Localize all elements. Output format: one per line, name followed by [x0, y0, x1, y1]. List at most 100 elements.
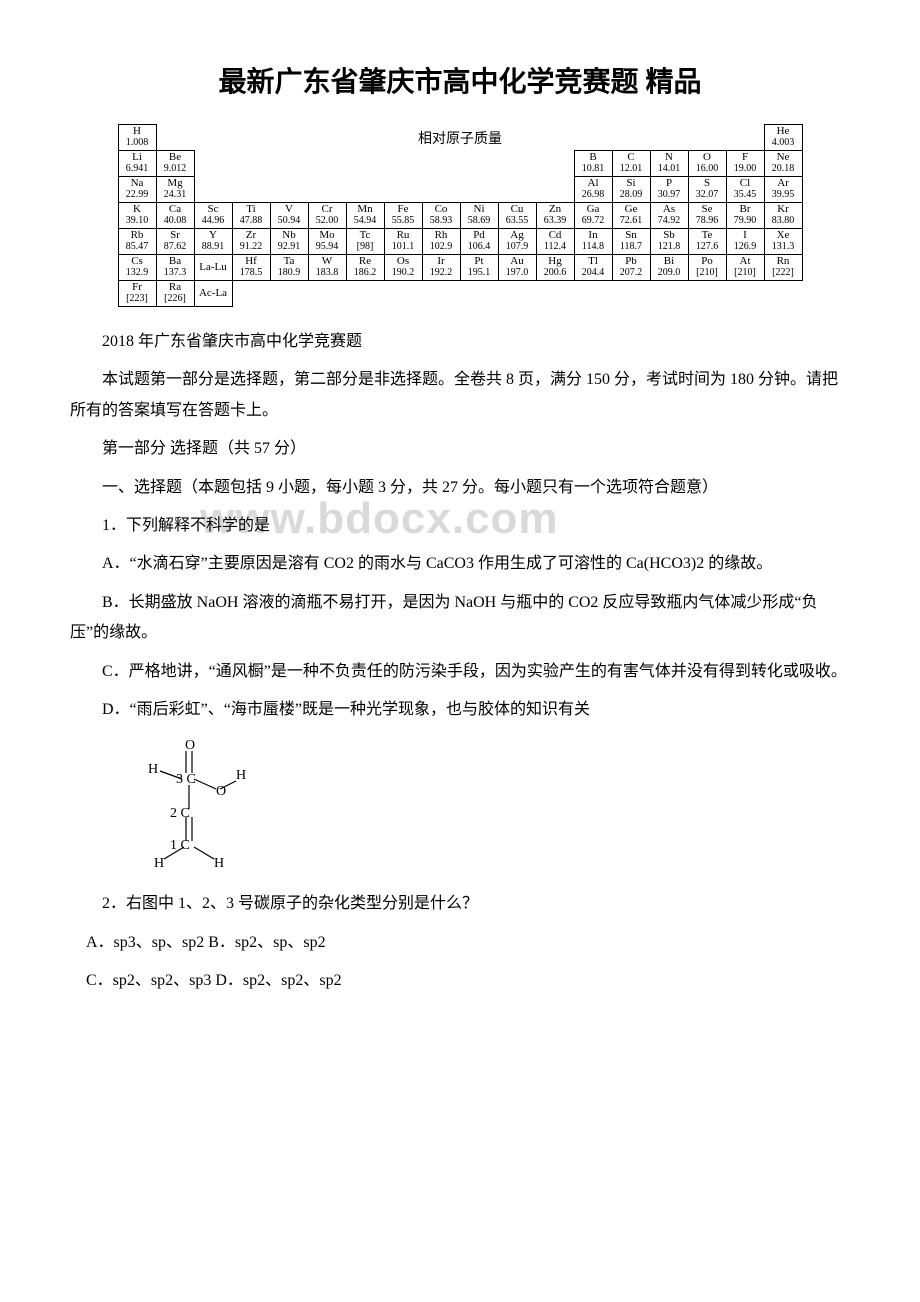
element-cell: Ti47.88 [232, 203, 270, 229]
element-cell: Pt195.1 [460, 255, 498, 281]
element-cell: In114.8 [574, 229, 612, 255]
element-cell: Ba137.3 [156, 255, 194, 281]
element-cell: Os190.2 [384, 255, 422, 281]
element-cell: Zr91.22 [232, 229, 270, 255]
element-cell: Li6.941 [118, 151, 156, 177]
periodic-table-wrap: 相对原子质量 H1.008 He4.003 Li6.941Be9.012 B10.81… [70, 124, 850, 307]
q1-option-d: D．“雨后彩虹”、“海市蜃楼”既是一种光学现象，也与胶体的知识有关 [70, 695, 850, 725]
q1-option-a: A．“水滴石穿”主要原因是溶有 CO2 的雨水与 CaCO3 作用生成了可溶性的… [70, 549, 850, 579]
element-cell: Te127.6 [688, 229, 726, 255]
element-cell: Fr[223] [118, 281, 156, 307]
element-cell: He4.003 [764, 125, 802, 151]
element-cell: Ag107.9 [498, 229, 536, 255]
element-cell: Hf178.5 [232, 255, 270, 281]
element-cell: Au197.0 [498, 255, 536, 281]
element-cell: Tc[98] [346, 229, 384, 255]
element-cell: Mn54.94 [346, 203, 384, 229]
element-cell: Sn118.7 [612, 229, 650, 255]
element-cell: Cu63.55 [498, 203, 536, 229]
element-cell: Ni58.69 [460, 203, 498, 229]
element-cell: Ne20.18 [764, 151, 802, 177]
element-cell: Pb207.2 [612, 255, 650, 281]
q1-stem: 1．下列解释不科学的是 [70, 511, 850, 541]
element-cell: S32.07 [688, 177, 726, 203]
element-cell: Po[210] [688, 255, 726, 281]
element-cell: Ac-La [194, 281, 232, 307]
element-cell: Pd106.4 [460, 229, 498, 255]
element-cell: Ca40.08 [156, 203, 194, 229]
element-cell: F19.00 [726, 151, 764, 177]
element-cell: H1.008 [118, 125, 156, 151]
element-cell: Ra[226] [156, 281, 194, 307]
mol-H-1: H [148, 762, 158, 777]
mol-O-right: O [216, 784, 226, 799]
element-cell: Sb121.8 [650, 229, 688, 255]
q2-options-ab: A．sp3、sp、sp2 B．sp2、sp、sp2 [70, 928, 850, 958]
q1-option-b: B．长期盛放 NaOH 溶液的滴瓶不易打开，是因为 NaOH 与瓶中的 CO2 … [70, 588, 850, 649]
element-cell: La-Lu [194, 255, 232, 281]
periodic-table: H1.008He4.003Li6.941Be9.012B10.81C12.01N… [118, 124, 803, 307]
mol-C1: 1 C [170, 838, 190, 853]
element-cell: Cr52.00 [308, 203, 346, 229]
element-cell: Na22.99 [118, 177, 156, 203]
element-cell: Tl204.4 [574, 255, 612, 281]
element-cell: Ru101.1 [384, 229, 422, 255]
element-cell: Sr87.62 [156, 229, 194, 255]
element-cell: Se78.96 [688, 203, 726, 229]
mol-O-top: O [185, 738, 195, 753]
element-cell: Rb85.47 [118, 229, 156, 255]
element-cell: At[210] [726, 255, 764, 281]
element-cell: I126.9 [726, 229, 764, 255]
element-cell: O16.00 [688, 151, 726, 177]
element-cell: Cs132.9 [118, 255, 156, 281]
element-cell: N14.01 [650, 151, 688, 177]
mol-H-2: H [236, 768, 246, 783]
element-cell: Nb92.91 [270, 229, 308, 255]
element-cell: K39.10 [118, 203, 156, 229]
element-cell: Re186.2 [346, 255, 384, 281]
mol-C2: 2 C [170, 806, 190, 821]
element-cell: P30.97 [650, 177, 688, 203]
element-cell: Co58.93 [422, 203, 460, 229]
element-cell: Ge72.61 [612, 203, 650, 229]
element-cell: Ga69.72 [574, 203, 612, 229]
element-cell: Kr83.80 [764, 203, 802, 229]
pt-caption: 相对原子质量 [418, 128, 502, 148]
element-cell: Zn63.39 [536, 203, 574, 229]
element-cell: W183.8 [308, 255, 346, 281]
q2-stem: 2．右图中 1、2、3 号碳原子的杂化类型分别是什么？ [70, 889, 850, 919]
mol-H-3: H [154, 856, 164, 871]
mol-C3: 3 C [176, 772, 196, 787]
section1-heading: 一、选择题（本题包括 9 小题，每小题 3 分，共 27 分。每小题只有一个选项… [70, 473, 850, 503]
page-title: 最新广东省肇庆市高中化学竞赛题 精品 [70, 60, 850, 100]
element-cell: Ir192.2 [422, 255, 460, 281]
part1-heading: 第一部分 选择题（共 57 分） [70, 434, 850, 464]
element-cell: Cd112.4 [536, 229, 574, 255]
element-cell: Si28.09 [612, 177, 650, 203]
element-cell: Ar39.95 [764, 177, 802, 203]
q1-option-c: C．严格地讲，“通风橱”是一种不负责任的防污染手段，因为实验产生的有害气体并没有… [70, 657, 850, 687]
exam-year-line: 2018 年广东省肇庆市高中化学竞赛题 [70, 327, 850, 357]
mol-H-4: H [214, 856, 224, 871]
q2-options-cd: C．sp2、sp2、sp3 D．sp2、sp2、sp2 [70, 966, 850, 996]
exam-desc: 本试题第一部分是选择题，第二部分是非选择题。全卷共 8 页，满分 150 分，考… [70, 365, 850, 426]
element-cell: Fe55.85 [384, 203, 422, 229]
element-cell: Be9.012 [156, 151, 194, 177]
element-cell: As74.92 [650, 203, 688, 229]
element-cell: Bi209.0 [650, 255, 688, 281]
element-cell: Y88.91 [194, 229, 232, 255]
element-cell: Rn[222] [764, 255, 802, 281]
element-cell: C12.01 [612, 151, 650, 177]
element-cell: Sc44.96 [194, 203, 232, 229]
element-cell: Ta180.9 [270, 255, 308, 281]
element-cell: Cl35.45 [726, 177, 764, 203]
element-cell: V50.94 [270, 203, 308, 229]
element-cell: Mg24.31 [156, 177, 194, 203]
molecule-figure: O H 3 C O H 2 C 1 C H H [120, 737, 850, 877]
element-cell: Mo95.94 [308, 229, 346, 255]
element-cell: Xe131.3 [764, 229, 802, 255]
element-cell: Hg200.6 [536, 255, 574, 281]
element-cell: Rh102.9 [422, 229, 460, 255]
element-cell: B10.81 [574, 151, 612, 177]
element-cell: Al26.98 [574, 177, 612, 203]
